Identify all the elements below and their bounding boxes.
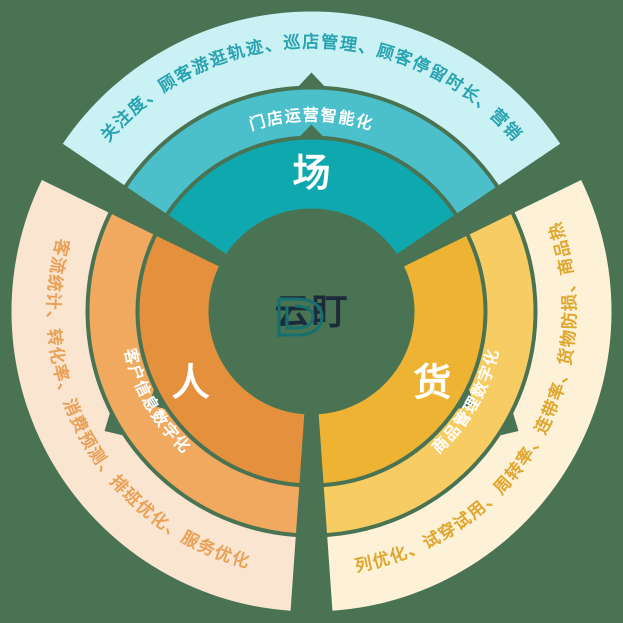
ring-bands — [11, 11, 612, 611]
yunding-d-monogram-icon — [276, 296, 324, 337]
segment-ren-core-band[interactable] — [139, 236, 305, 484]
segment-ren-core-label: 人 — [172, 362, 210, 404]
segment-ren-middle-band[interactable] — [89, 214, 300, 533]
segment-chang-middle-band[interactable] — [127, 89, 496, 214]
segment-ren-outer-band[interactable] — [11, 179, 296, 611]
segment-huo-core-label: 货 — [413, 362, 451, 404]
center-logo: 云盯 — [274, 293, 348, 337]
segment-huo-core-band[interactable] — [318, 236, 484, 484]
segment-chang-core-label: 场 — [292, 153, 330, 195]
segment-huo-outer-band[interactable] — [327, 179, 612, 611]
segment-huo-middle-band[interactable] — [323, 214, 534, 533]
segment-chang-core-band[interactable] — [168, 139, 455, 254]
segment-chang-outer-band[interactable] — [62, 11, 561, 186]
